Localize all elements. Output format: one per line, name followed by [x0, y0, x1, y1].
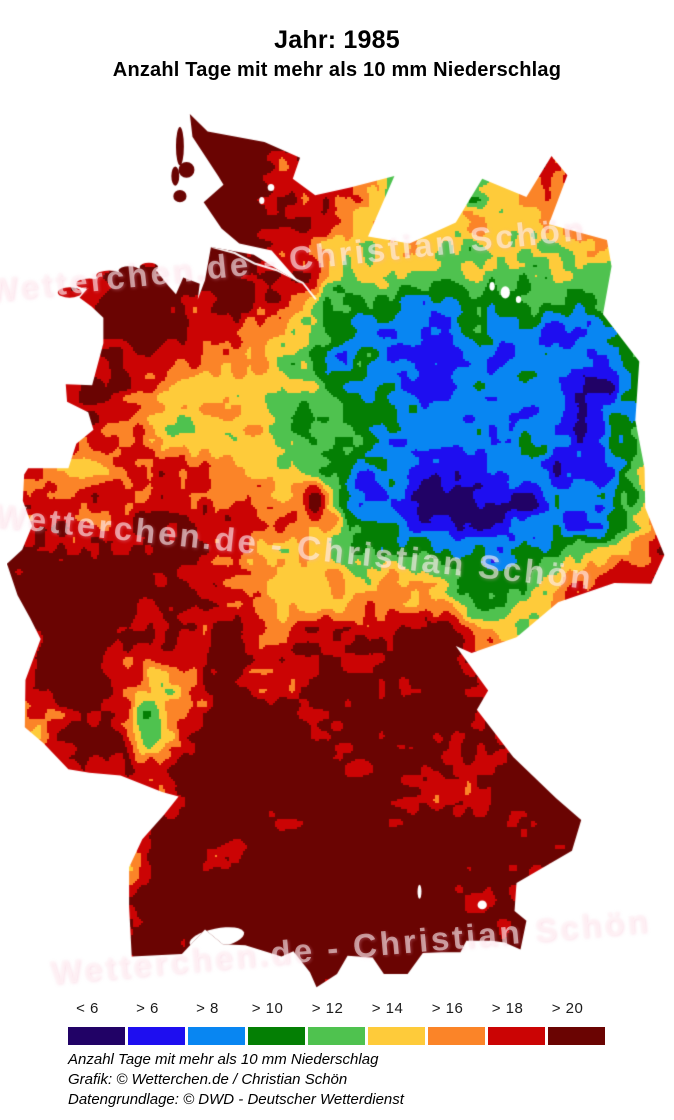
legend-class-8: > 20: [548, 999, 605, 1045]
page-title: Jahr: 1985: [274, 26, 400, 54]
legend-swatch: [128, 1027, 185, 1045]
legend-swatch: [488, 1027, 545, 1045]
legend-class-5: > 14: [368, 999, 425, 1045]
legend: < 6 > 6 > 8 > 10 > 12 > 14 > 16 > 18 > 20: [68, 999, 605, 1045]
legend-swatch: [368, 1027, 425, 1045]
legend-swatch: [248, 1027, 305, 1045]
legend-class-3: > 10: [248, 999, 305, 1045]
legend-label: > 20: [551, 1000, 584, 1017]
legend-swatch: [428, 1027, 485, 1045]
germany-map: Wetterchen.de - Christian Schön Wetterch…: [0, 113, 667, 991]
legend-label: > 6: [136, 1000, 159, 1017]
legend-label: > 10: [251, 1000, 284, 1017]
precipitation-raster-map: [7, 113, 667, 988]
legend-label: > 8: [196, 1000, 219, 1017]
legend-swatch: [548, 1027, 605, 1045]
legend-class-6: > 16: [428, 999, 485, 1045]
legend-label: > 14: [371, 1000, 404, 1017]
legend-swatch: [68, 1027, 125, 1045]
legend-swatch: [308, 1027, 365, 1045]
page-subtitle: Anzahl Tage mit mehr als 10 mm Niedersch…: [112, 59, 562, 81]
legend-label: > 16: [431, 1000, 464, 1017]
legend-class-1: > 6: [128, 999, 185, 1045]
legend-label: > 18: [491, 1000, 524, 1017]
legend-class-4: > 12: [308, 999, 365, 1045]
footer-line-description: Anzahl Tage mit mehr als 10 mm Niedersch…: [68, 1051, 379, 1068]
legend-class-7: > 18: [488, 999, 545, 1045]
legend-label: > 12: [311, 1000, 344, 1017]
legend-swatch: [188, 1027, 245, 1045]
legend-class-0: < 6: [68, 999, 125, 1045]
footer: Anzahl Tage mit mehr als 10 mm Niedersch…: [68, 1050, 404, 1110]
legend-class-2: > 8: [188, 999, 245, 1045]
footer-line-source: Datengrundlage: © DWD - Deutscher Wetter…: [68, 1091, 404, 1108]
footer-line-credit: Grafik: © Wetterchen.de / Christian Schö…: [68, 1071, 348, 1088]
legend-label: < 6: [76, 1000, 99, 1017]
